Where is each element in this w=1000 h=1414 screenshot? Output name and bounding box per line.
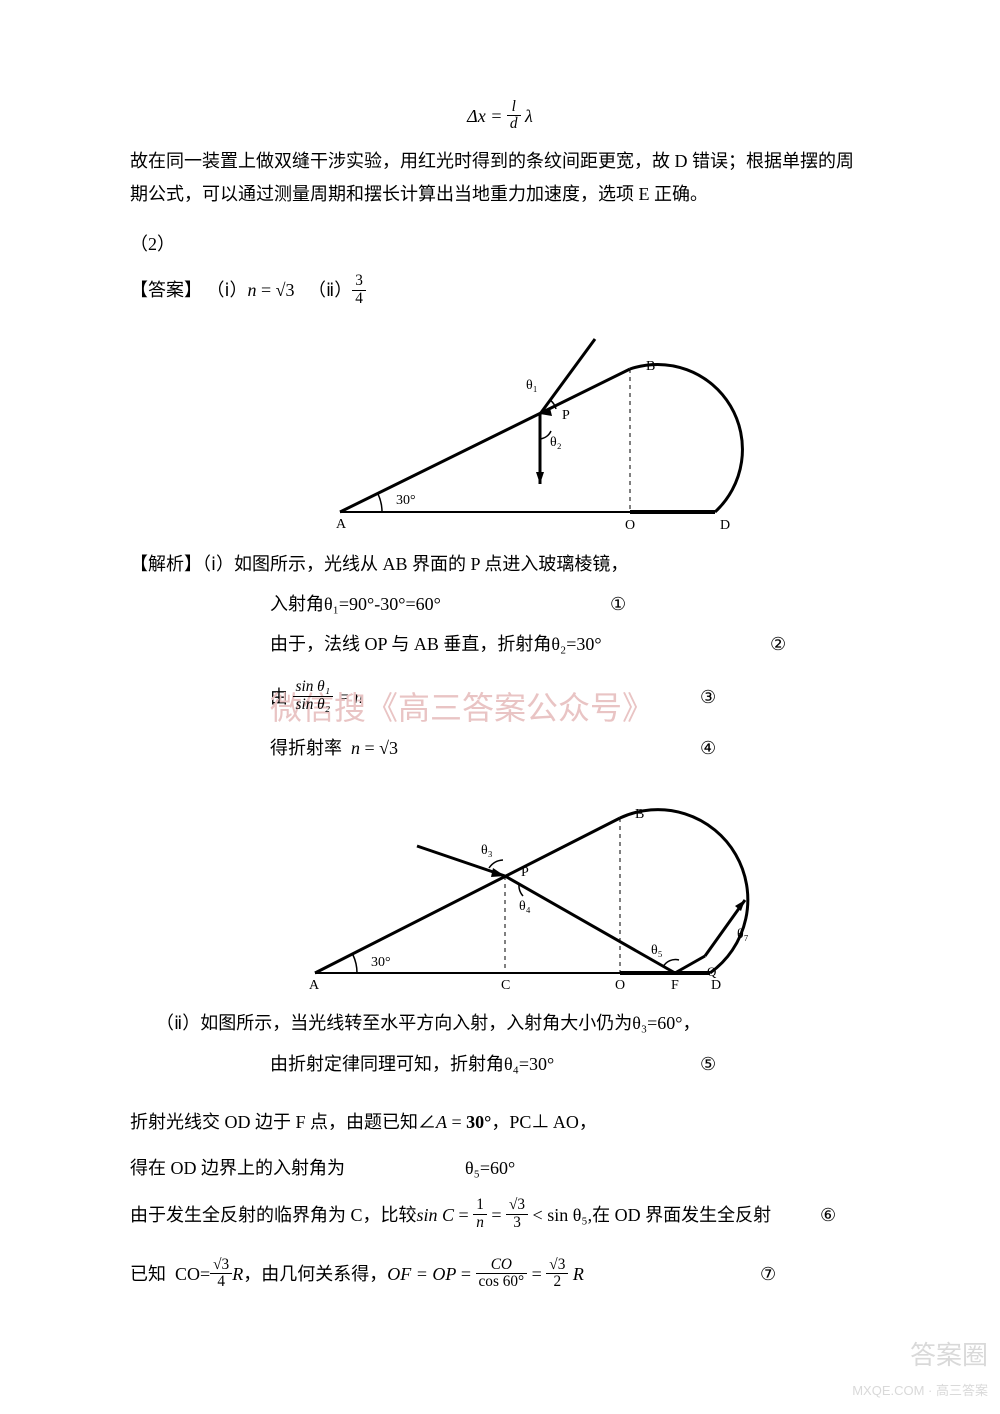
para-bottom-2: 得在 OD 边界上的入射角为 θ₅=60° bbox=[130, 1152, 870, 1184]
frac-3: 3 bbox=[506, 1215, 528, 1232]
frac-co-d: 4 bbox=[210, 1274, 232, 1291]
analysis-i-line1: 【解析】（ⅰ）如图所示，光线从 AB 界面的 P 点进入玻璃棱镜， bbox=[130, 548, 870, 580]
analysis-i-1-text: （ⅰ）如图所示，光线从 AB 界面的 P 点进入玻璃棱镜， bbox=[202, 554, 628, 574]
analysis-i-line4: 由 sin θ₁sin θ₂ = n ③ bbox=[130, 681, 870, 716]
label-theta2: θ₂ bbox=[550, 435, 562, 450]
frac-r3: √3 bbox=[506, 1197, 528, 1215]
analysis-i-line3: 由于，法线 OP 与 AB 垂直，折射角θ₂=30° ② bbox=[130, 628, 870, 660]
frac-1: 1 bbox=[473, 1197, 487, 1215]
answer-i: （ⅰ）n = √3 bbox=[207, 280, 304, 300]
para-bottom4-num: ⑦ bbox=[760, 1258, 870, 1293]
corner-bottom: MXQE.COM · 高三答案 bbox=[852, 1379, 988, 1402]
para-bottom-1: 折射光线交 OD 边于 F 点，由题已知∠A = 30°，PC⊥ AO， bbox=[130, 1106, 870, 1138]
svg-text:C: C bbox=[501, 978, 510, 993]
para-bottom-3: 由于发生全反射的临界角为 C，比较sin C = 1n = √33 < sin … bbox=[130, 1199, 870, 1234]
para-bottom2-val: θ₅=60° bbox=[465, 1152, 515, 1184]
analysis-i-4-pre: 由 bbox=[270, 687, 288, 707]
svg-text:F: F bbox=[671, 978, 679, 993]
frac-of-d: cos 60° bbox=[476, 1274, 528, 1291]
analysis-i-3-text: 由于，法线 OP 与 AB 垂直，折射角θ₂=30° bbox=[270, 628, 602, 660]
label-A1: A bbox=[336, 517, 347, 532]
svg-text:Q: Q bbox=[707, 964, 717, 979]
svg-text:θ₄: θ₄ bbox=[519, 899, 531, 914]
analysis-i-line5: 得折射率 n = √3 ④ bbox=[130, 732, 870, 764]
analysis-ii-line1: （ⅱ）如图所示，当光线转至水平方向入射，入射角大小仍为θ₃=60°， bbox=[130, 1007, 870, 1039]
svg-text:O: O bbox=[615, 978, 625, 993]
svg-text:P: P bbox=[521, 865, 529, 880]
svg-text:θ₇: θ₇ bbox=[737, 927, 749, 942]
analysis-label: 【解析】 bbox=[130, 554, 202, 574]
answer-line: 【答案】 （ⅰ）n = √3 （ⅱ）34 bbox=[130, 274, 870, 309]
label-P1: P bbox=[562, 408, 570, 423]
answer-ii: （ⅱ）34 bbox=[308, 280, 366, 300]
analysis-i-4-num: ③ bbox=[700, 681, 870, 716]
svg-text:30°: 30° bbox=[371, 955, 391, 970]
svg-text:θ₅: θ₅ bbox=[651, 943, 663, 958]
analysis-i-5-num: ④ bbox=[700, 732, 870, 764]
answer-label: 【答案】 bbox=[130, 280, 202, 300]
svg-text:A: A bbox=[309, 978, 320, 993]
svg-text:D: D bbox=[711, 978, 721, 993]
label-30deg: 30° bbox=[396, 493, 416, 508]
analysis-i-4-post: = n bbox=[338, 687, 364, 707]
para-top: 故在同一装置上做双缝干涉实验，用红光时得到的条纹间距更宽，故 D 错误；根据单摆… bbox=[130, 145, 870, 210]
svg-text:B: B bbox=[635, 807, 644, 822]
label-D1: D bbox=[720, 518, 730, 533]
frac-sin-th1: sin θ₁ bbox=[293, 679, 334, 697]
frac-co-n: √3 bbox=[210, 1257, 232, 1275]
analysis-ii-line2: 由折射定律同理可知，折射角θ₄=30° ⑤ bbox=[130, 1048, 870, 1080]
frac-sin-th2: sin θ₂ bbox=[293, 697, 334, 714]
diagram-2: 30° θ₃ θ₄ P θ₅ Q θ₇ A C O F D B bbox=[130, 778, 870, 1003]
analysis-i-2-num: ① bbox=[610, 588, 870, 620]
para-bottom-4: 已知 CO=√34R，由几何关系得，OF = OP = COcos 60° = … bbox=[130, 1258, 870, 1293]
corner-watermark: 答案圈 MXQE.COM · 高三答案 bbox=[852, 1332, 988, 1402]
analysis-i-5-text: 得折射率 n = √3 bbox=[270, 738, 398, 758]
analysis-i-line2: 入射角θ₁=90°-30°=60° ① bbox=[130, 588, 870, 620]
diagram-1: 30° θ₁ θ₂ P A B O D bbox=[130, 324, 870, 544]
frac-r32-d: 2 bbox=[546, 1274, 568, 1291]
para-bottom3-num: ⑥ bbox=[820, 1199, 870, 1234]
analysis-ii-2-num: ⑤ bbox=[700, 1048, 870, 1080]
svg-text:θ₃: θ₃ bbox=[481, 843, 493, 858]
frac-r32-n: √3 bbox=[546, 1257, 568, 1275]
label-theta1: θ₁ bbox=[526, 378, 538, 393]
para-bottom2-pre: 得在 OD 边界上的入射角为 bbox=[130, 1152, 345, 1184]
analysis-i-3-num: ② bbox=[770, 628, 870, 660]
label-B1: B bbox=[646, 359, 655, 374]
analysis-ii-2-text: 由折射定律同理可知，折射角θ₄=30° bbox=[270, 1048, 554, 1080]
frac-n: n bbox=[473, 1215, 487, 1232]
label-O1: O bbox=[625, 518, 635, 533]
frac-of-n: CO bbox=[476, 1257, 528, 1275]
section-2: （2） bbox=[130, 228, 870, 260]
analysis-i-2-text: 入射角θ₁=90°-30°=60° bbox=[270, 588, 441, 620]
corner-top: 答案圈 bbox=[852, 1332, 988, 1379]
formula-top: Δx = ld λ bbox=[130, 100, 870, 135]
